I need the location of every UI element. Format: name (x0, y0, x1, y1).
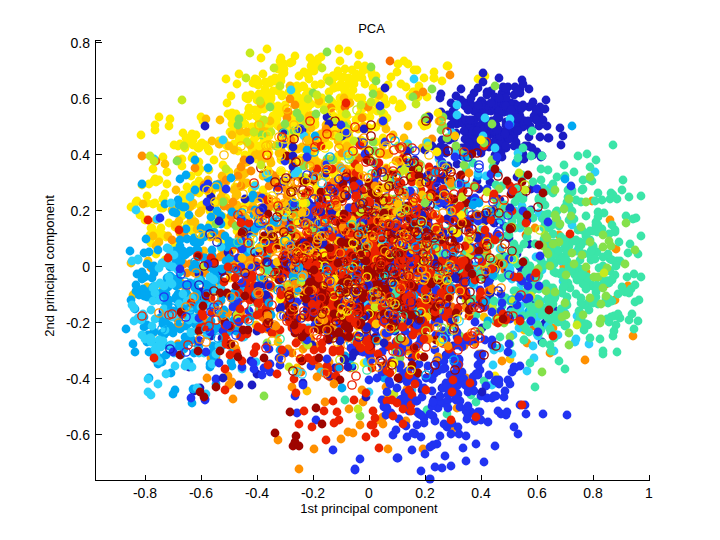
svg-text:0.4: 0.4 (71, 147, 91, 163)
svg-text:0.2: 0.2 (415, 485, 435, 501)
svg-text:0.8: 0.8 (71, 35, 91, 51)
svg-text:-0.2: -0.2 (301, 485, 325, 501)
svg-text:-0.8: -0.8 (133, 485, 157, 501)
svg-text:1: 1 (645, 485, 653, 501)
svg-text:2nd principal component: 2nd principal component (42, 195, 57, 337)
svg-text:0.2: 0.2 (71, 203, 91, 219)
svg-text:0.8: 0.8 (583, 485, 603, 501)
svg-text:-0.6: -0.6 (189, 485, 213, 501)
svg-text:-0.4: -0.4 (245, 485, 269, 501)
svg-text:-0.2: -0.2 (66, 315, 90, 331)
svg-text:0.6: 0.6 (71, 91, 91, 107)
svg-text:0.6: 0.6 (527, 485, 547, 501)
svg-text:PCA: PCA (358, 21, 385, 36)
svg-text:1st principal component: 1st principal component (300, 501, 438, 516)
svg-text:0: 0 (82, 259, 90, 275)
svg-text:-0.4: -0.4 (66, 371, 90, 387)
svg-text:0.4: 0.4 (471, 485, 491, 501)
svg-text:-0.6: -0.6 (66, 427, 90, 443)
svg-text:0: 0 (365, 485, 373, 501)
